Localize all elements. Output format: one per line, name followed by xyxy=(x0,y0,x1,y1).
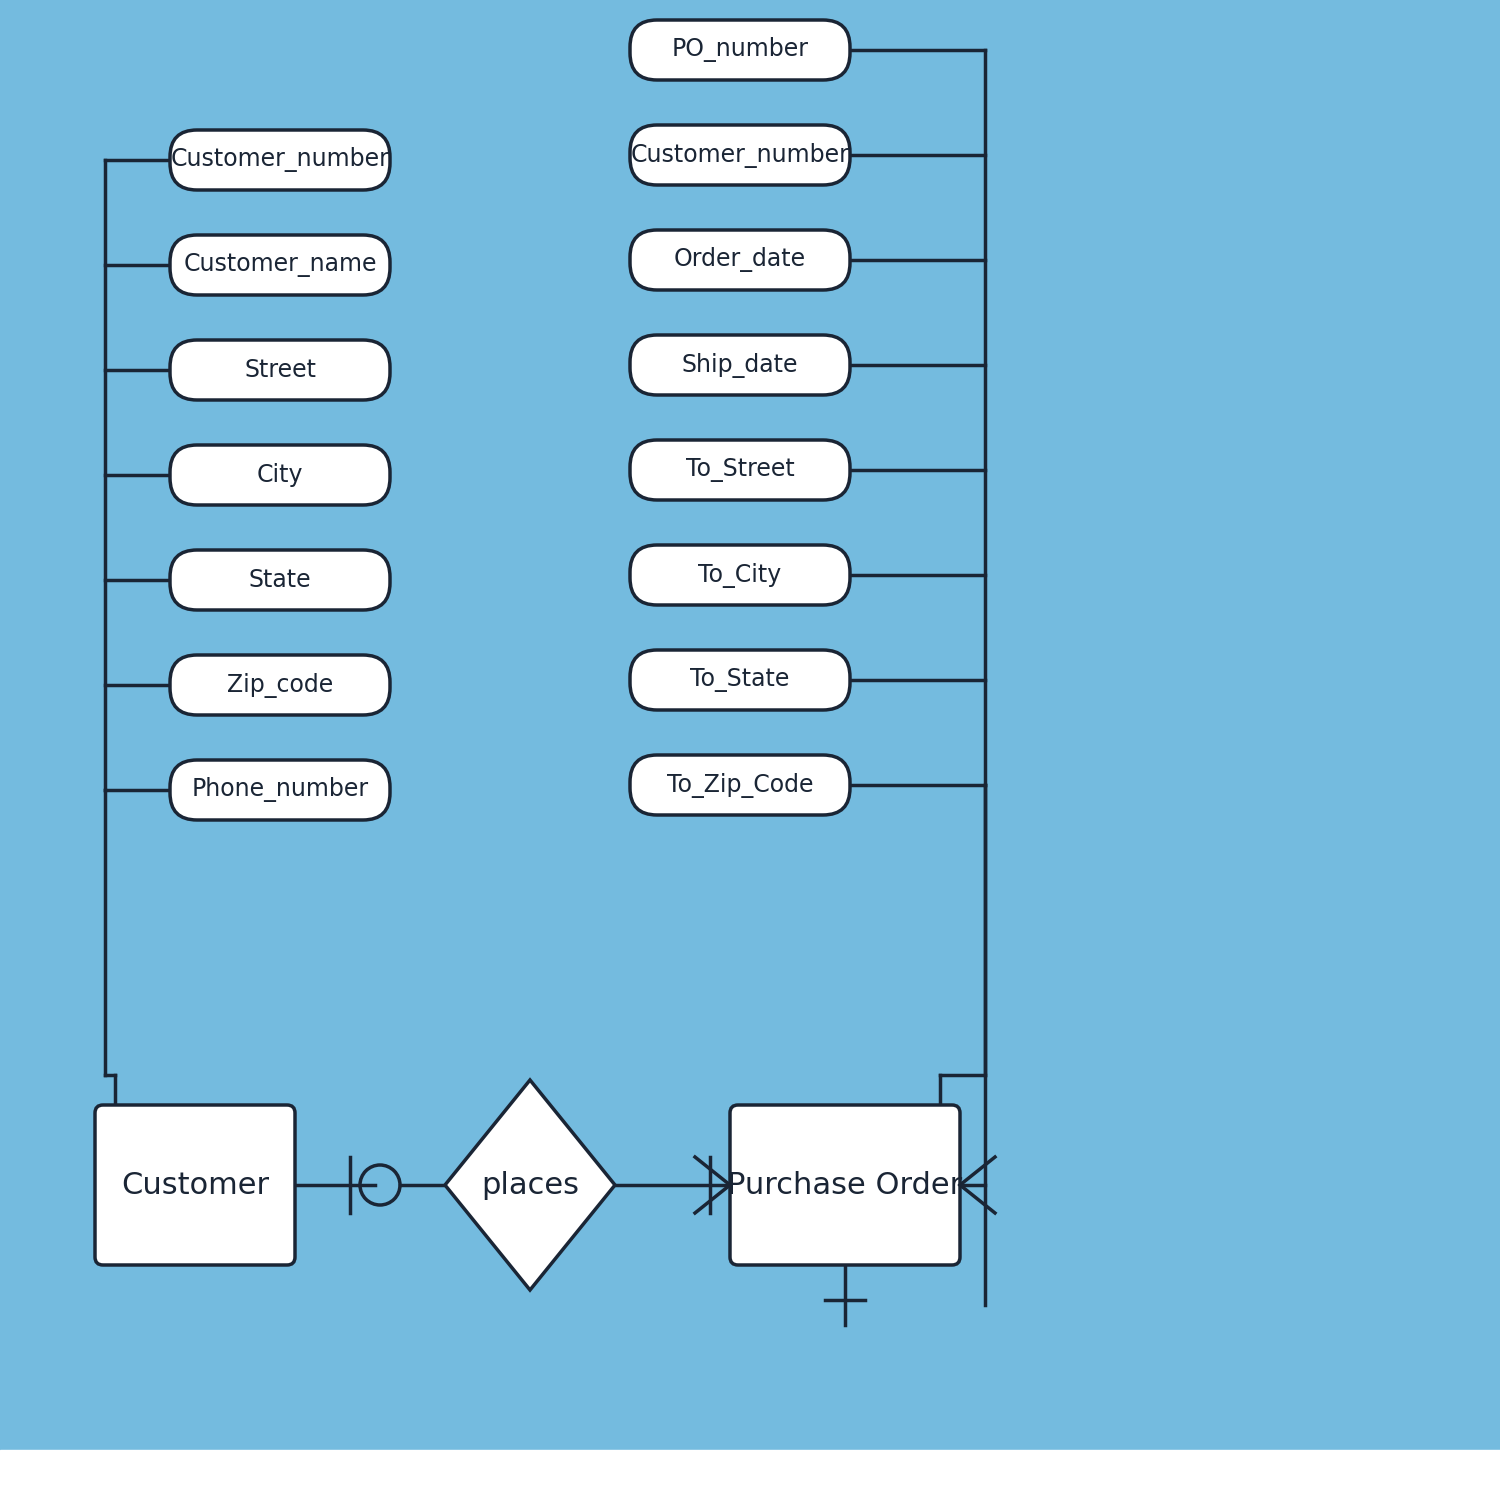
Text: City: City xyxy=(256,464,303,488)
FancyBboxPatch shape xyxy=(630,230,850,290)
Text: Order_date: Order_date xyxy=(674,248,806,273)
Text: Phone_number: Phone_number xyxy=(192,777,369,802)
Polygon shape xyxy=(446,1080,615,1290)
FancyBboxPatch shape xyxy=(630,20,850,80)
FancyBboxPatch shape xyxy=(170,130,390,190)
FancyBboxPatch shape xyxy=(170,340,390,400)
Text: PO_number: PO_number xyxy=(672,38,808,63)
FancyBboxPatch shape xyxy=(170,760,390,820)
Text: Customer: Customer xyxy=(122,1170,268,1200)
Text: places: places xyxy=(482,1170,579,1200)
FancyBboxPatch shape xyxy=(630,124,850,184)
Text: Customer_number: Customer_number xyxy=(171,147,390,172)
FancyBboxPatch shape xyxy=(170,236,390,296)
Bar xyxy=(0,1450,1500,1500)
FancyBboxPatch shape xyxy=(630,544,850,604)
FancyBboxPatch shape xyxy=(730,1106,960,1264)
Text: To_State: To_State xyxy=(690,668,789,692)
Text: To_Street: To_Street xyxy=(686,458,795,482)
FancyBboxPatch shape xyxy=(94,1106,296,1264)
Text: Ship_date: Ship_date xyxy=(681,352,798,378)
FancyBboxPatch shape xyxy=(170,656,390,716)
Text: Purchase Order: Purchase Order xyxy=(728,1170,963,1200)
FancyBboxPatch shape xyxy=(630,440,850,500)
Text: To_City: To_City xyxy=(699,562,782,588)
FancyBboxPatch shape xyxy=(170,550,390,610)
FancyBboxPatch shape xyxy=(170,446,390,506)
Text: Zip_code: Zip_code xyxy=(226,672,333,698)
FancyBboxPatch shape xyxy=(630,334,850,394)
Text: Street: Street xyxy=(244,358,316,382)
FancyBboxPatch shape xyxy=(630,650,850,710)
Text: State: State xyxy=(249,568,312,592)
FancyBboxPatch shape xyxy=(630,754,850,814)
Text: To_Zip_Code: To_Zip_Code xyxy=(666,772,813,798)
Text: Customer_name: Customer_name xyxy=(183,254,376,278)
Text: Customer_number: Customer_number xyxy=(630,142,849,168)
